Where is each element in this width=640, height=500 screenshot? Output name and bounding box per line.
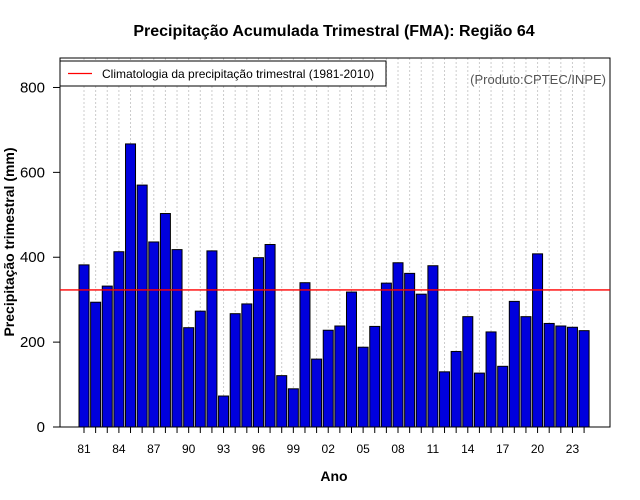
bar-1985: [125, 143, 137, 428]
bar-2021: [543, 322, 555, 428]
x-tick-label: 11: [427, 442, 440, 456]
legend: Climatologia da precipitação trimestral …: [59, 60, 387, 87]
bar-1987: [148, 241, 160, 428]
bar-1989: [171, 249, 183, 428]
bar-2008: [392, 262, 404, 428]
chart-title: Precipitação Acumulada Trimestral (FMA):…: [133, 23, 534, 40]
bar-2004: [345, 291, 357, 428]
bar-2002: [322, 329, 334, 428]
bar-1991: [194, 310, 206, 428]
bar-2018: [508, 300, 520, 428]
bar-2019: [520, 316, 532, 428]
x-axis: 81 84 87 90 93 96 99 02 05 08 11 14 17 20 23: [60, 426, 610, 456]
bar-2024: [578, 330, 590, 428]
bar-1990: [183, 327, 195, 428]
bar-1981: [78, 264, 90, 428]
bar-2001: [311, 358, 323, 428]
bar-1994: [229, 313, 241, 428]
bar-1986: [136, 184, 148, 428]
bar-1998: [276, 375, 288, 428]
x-tick-label: 93: [217, 442, 231, 456]
x-tick-label: 96: [252, 442, 266, 456]
x-tick-label: 05: [356, 442, 370, 456]
bar-1995: [241, 303, 253, 428]
bar-1999: [287, 388, 299, 428]
bar-1983: [101, 285, 113, 428]
bar-1993: [218, 395, 230, 428]
y-tick-label: 600: [20, 164, 45, 181]
y-tick-label: 0: [37, 419, 45, 436]
x-tick-label: 02: [322, 442, 336, 456]
y-axis: 0 200 400 600 800: [20, 79, 60, 436]
y-tick-label: 200: [20, 334, 45, 351]
bar-2012: [439, 371, 451, 428]
bar-1997: [264, 244, 276, 428]
x-tick-label: 90: [182, 442, 196, 456]
y-tick-label: 400: [20, 249, 45, 266]
bar-1982: [90, 301, 102, 428]
x-tick-label: 99: [287, 442, 301, 456]
bar-2005: [357, 346, 369, 428]
x-tick-label: 87: [147, 442, 161, 456]
x-axis-label: Ano: [320, 468, 347, 484]
legend-box: [59, 60, 387, 87]
y-axis-label: Precipitação trimestral (mm): [1, 147, 17, 336]
y-tick-label: 800: [20, 79, 45, 96]
bar-2000: [299, 282, 311, 428]
x-tick-label: 20: [531, 442, 545, 456]
x-tick-label: 84: [112, 442, 126, 456]
bar-2023: [566, 326, 578, 428]
legend-label: Climatologia da precipitação trimestral …: [102, 67, 374, 81]
bar-1996: [252, 257, 264, 428]
x-tick-label: 23: [566, 442, 580, 456]
bar-2003: [334, 325, 346, 428]
bar-2013: [450, 350, 462, 428]
bar-2014: [462, 316, 474, 428]
bar-1984: [113, 251, 125, 428]
bar-1988: [159, 213, 171, 428]
bar-2007: [380, 282, 392, 428]
bar-1992: [206, 250, 218, 428]
bar-series: [78, 143, 590, 428]
bar-2017: [497, 365, 509, 428]
bar-2006: [369, 325, 381, 428]
x-tick-label: 08: [391, 442, 405, 456]
x-tick-label: 17: [496, 442, 510, 456]
bar-2020: [532, 253, 544, 428]
bar-2022: [555, 325, 567, 428]
credit-text: (Produto:CPTEC/INPE): [470, 72, 606, 87]
bar-2016: [485, 331, 497, 428]
bar-2010: [415, 293, 427, 428]
x-tick-label: 14: [461, 442, 475, 456]
x-tick-label: 81: [77, 442, 91, 456]
bar-2015: [473, 372, 485, 428]
bar-2009: [404, 272, 416, 428]
